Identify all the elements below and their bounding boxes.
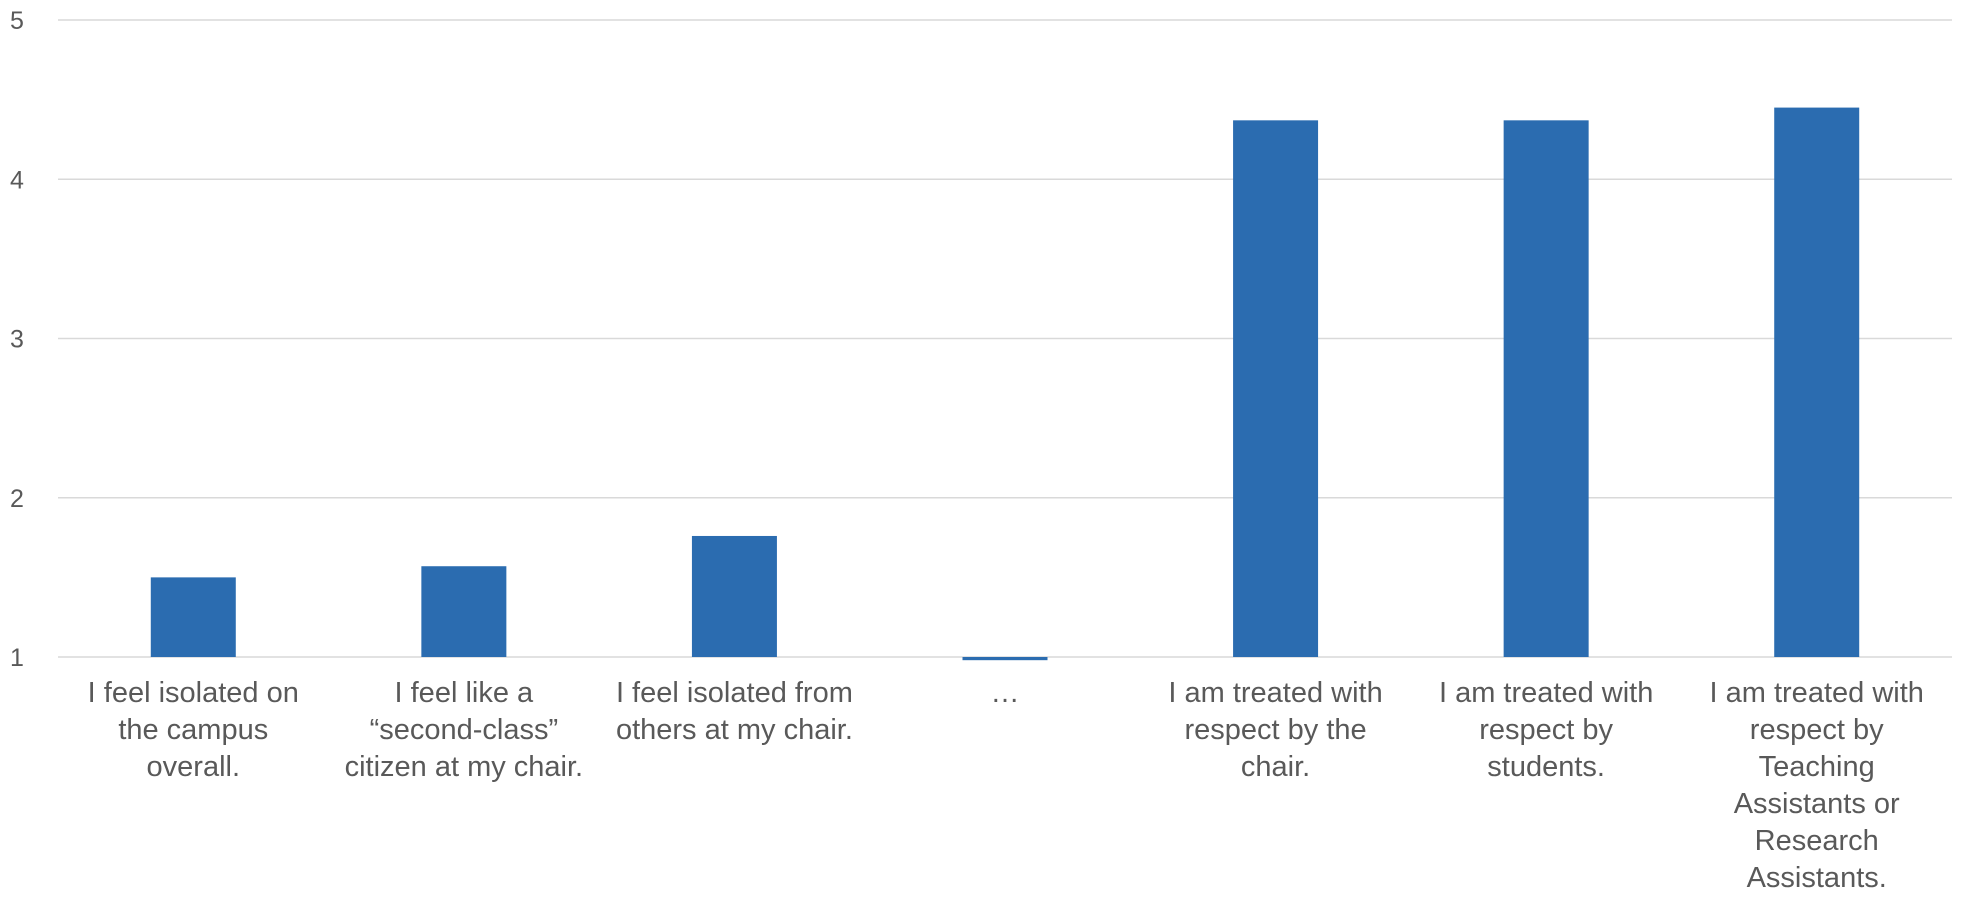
bar bbox=[421, 566, 507, 657]
bars bbox=[150, 107, 1860, 661]
bar bbox=[691, 535, 777, 657]
x-category-label: … bbox=[990, 677, 1020, 709]
y-axis-ticks: 1 2 3 4 5 bbox=[10, 7, 24, 672]
bar bbox=[962, 657, 1048, 661]
x-category-label: I feel isolated on the campus overall. bbox=[87, 677, 299, 783]
x-category-label: I am treated with respect by students. bbox=[1438, 677, 1654, 783]
x-category-label: I feel like a “second-class” citizen at … bbox=[344, 677, 584, 783]
y-tick-label: 3 bbox=[10, 326, 24, 354]
gridlines bbox=[58, 19, 1952, 658]
bar bbox=[1774, 107, 1860, 657]
bar bbox=[1233, 120, 1319, 657]
x-category-label: I feel isolated from others at my chair. bbox=[615, 677, 853, 746]
bar bbox=[1503, 120, 1589, 657]
y-tick-label: 1 bbox=[10, 644, 24, 672]
x-category-label: I am treated with respect by the chair. bbox=[1168, 677, 1383, 783]
bar bbox=[150, 577, 236, 657]
y-tick-label: 4 bbox=[10, 166, 24, 194]
x-category-label: I am treated with respect by Teaching As… bbox=[1709, 677, 1924, 894]
y-tick-label: 2 bbox=[10, 485, 24, 513]
y-tick-label: 5 bbox=[10, 7, 24, 35]
